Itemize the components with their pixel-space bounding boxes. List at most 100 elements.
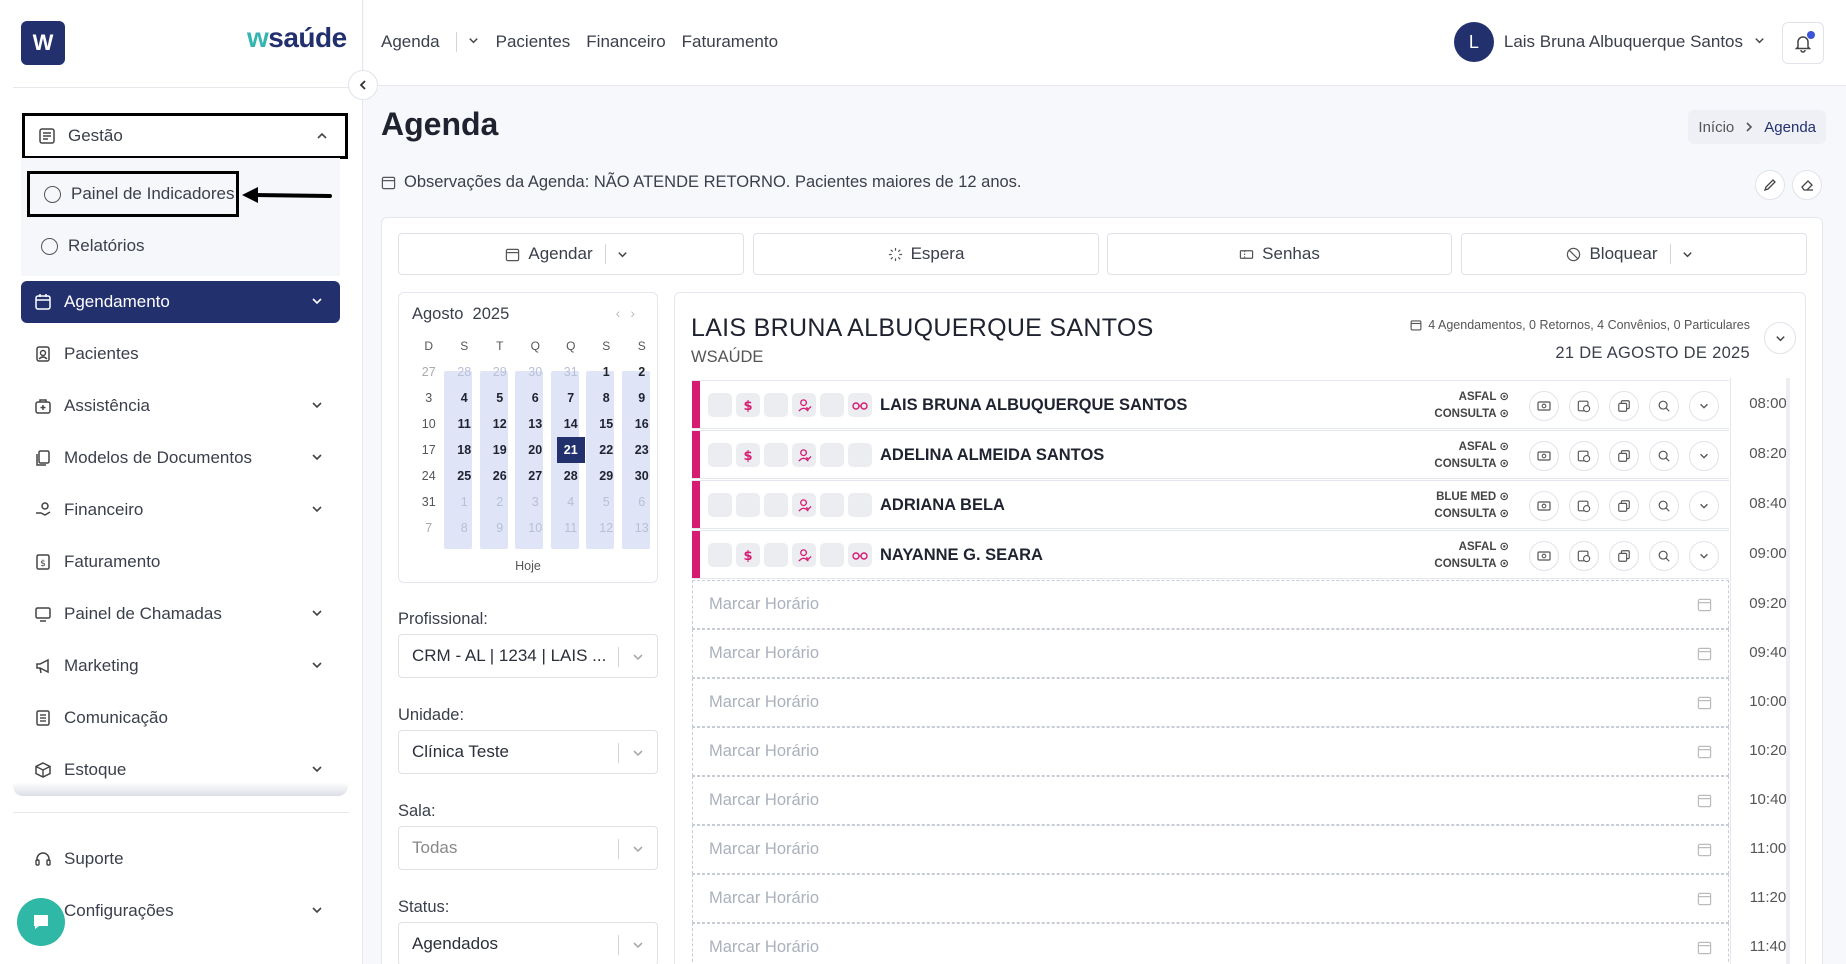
calendar-today-button[interactable]: Hoje	[515, 559, 541, 573]
calendar-day[interactable]: 27	[421, 365, 436, 379]
edit-observation-button[interactable]	[1755, 170, 1785, 200]
calendar-day[interactable]: 1	[602, 365, 610, 379]
calendar-day[interactable]: 11	[564, 521, 578, 535]
sidebar-item-gestao[interactable]: Gestão	[22, 113, 348, 159]
calendar-day[interactable]: 20	[528, 443, 543, 457]
calendar-day[interactable]: 23	[634, 443, 649, 457]
calendar-day[interactable]: 15	[599, 417, 614, 431]
empty-slot[interactable]: Marcar Horário	[692, 874, 1729, 923]
more-options-button[interactable]	[1689, 491, 1719, 521]
top-menu-faturamento[interactable]: Faturamento	[681, 32, 779, 51]
calendar-day[interactable]: 1	[460, 495, 468, 509]
chevron-right-icon[interactable]: ›	[630, 305, 645, 321]
payment-button[interactable]	[1529, 441, 1559, 471]
calendar-day[interactable]: 19	[492, 443, 507, 457]
calendar-day[interactable]: 26	[492, 469, 507, 483]
appointment-row[interactable]: $ ADELINA ALMEIDA SANTOS ASFAL ⊙ CONSULTA ⊙	[692, 430, 1729, 479]
calendar-day[interactable]: 3	[531, 495, 539, 509]
patient-name[interactable]: NAYANNE G. SEARA	[880, 546, 1043, 564]
expand-schedule-button[interactable]	[1764, 322, 1796, 354]
calendar-day[interactable]: 7	[567, 391, 575, 405]
empty-slot[interactable]: Marcar Horário	[692, 825, 1729, 874]
appointment-row[interactable]: ADRIANA BELA BLUE MED ⊙ CONSULTA ⊙	[692, 480, 1729, 529]
search-button[interactable]	[1649, 541, 1679, 571]
search-button[interactable]	[1649, 391, 1679, 421]
user-menu[interactable]: L Lais Bruna Albuquerque Santos	[1453, 22, 1766, 62]
calendar-day[interactable]: 28	[457, 365, 472, 379]
copy-button[interactable]	[1609, 541, 1639, 571]
calendar-day[interactable]: 18	[457, 443, 472, 457]
calendar-day[interactable]: 21	[557, 437, 585, 463]
calendar-day[interactable]: 8	[602, 391, 610, 405]
empty-slot[interactable]: Marcar Horário	[692, 727, 1729, 776]
calendar-day[interactable]: 12	[492, 417, 507, 431]
calendar-day[interactable]: 6	[638, 495, 646, 509]
calendar-day[interactable]: 4	[460, 391, 468, 405]
sidebar-item-configuracoes[interactable]: Configurações	[21, 890, 340, 932]
chevron-down-icon[interactable]	[604, 244, 637, 264]
calendar-day[interactable]: 30	[528, 365, 543, 379]
calendar-day[interactable]: 10	[421, 417, 436, 431]
sidebar-item-marketing[interactable]: Marketing	[21, 645, 340, 687]
sala-select[interactable]: Todas	[398, 826, 658, 870]
chat-support-button[interactable]	[17, 898, 65, 946]
appointment-row[interactable]: $ LAIS BRUNA ALBUQUERQUE SANTOS ASFAL ⊙ CON…	[692, 380, 1729, 429]
submenu-item-painel-indicadores[interactable]: Painel de Indicadores	[27, 171, 239, 217]
sidebar-item-pacientes[interactable]: Pacientes	[21, 333, 340, 375]
reschedule-button[interactable]	[1569, 391, 1599, 421]
sidebar-item-modelos-documentos[interactable]: Modelos de Documentos	[21, 437, 340, 479]
empty-slot[interactable]: Marcar Horário	[692, 580, 1729, 629]
calendar-day[interactable]: 2	[638, 365, 646, 379]
reschedule-button[interactable]	[1569, 491, 1599, 521]
status-select[interactable]: Agendados	[398, 922, 658, 964]
calendar-day[interactable]: 25	[457, 469, 472, 483]
calendar-day[interactable]: 7	[425, 521, 433, 535]
calendar-day[interactable]: 5	[602, 495, 610, 509]
chevron-down-icon[interactable]	[467, 32, 480, 52]
calendar-day[interactable]: 24	[421, 469, 436, 483]
more-options-button[interactable]	[1689, 391, 1719, 421]
more-options-button[interactable]	[1689, 541, 1719, 571]
calendar-day[interactable]: 29	[492, 365, 507, 379]
payment-button[interactable]	[1529, 541, 1559, 571]
calendar-day[interactable]: 31	[563, 365, 578, 379]
breadcrumb-inicio[interactable]: Início	[1698, 118, 1735, 136]
copy-button[interactable]	[1609, 441, 1639, 471]
sidebar-item-faturamento[interactable]: $ Faturamento	[21, 541, 340, 583]
patient-name[interactable]: ADRIANA BELA	[880, 496, 1005, 514]
calendar-day[interactable]: 9	[496, 521, 504, 535]
calendar-day[interactable]: 22	[599, 443, 614, 457]
app-logo[interactable]: W	[21, 21, 65, 65]
sidebar-item-suporte[interactable]: Suporte	[21, 838, 340, 880]
unidade-select[interactable]: Clínica Teste	[398, 730, 658, 774]
empty-slot[interactable]: Marcar Horário	[692, 923, 1729, 964]
payment-button[interactable]	[1529, 491, 1559, 521]
calendar-day[interactable]: 14	[563, 417, 578, 431]
empty-slot[interactable]: Marcar Horário	[692, 629, 1729, 678]
empty-slot[interactable]: Marcar Horário	[692, 776, 1729, 825]
reschedule-button[interactable]	[1569, 541, 1599, 571]
calendar-day[interactable]: 10	[528, 521, 543, 535]
copy-button[interactable]	[1609, 391, 1639, 421]
more-options-button[interactable]	[1689, 441, 1719, 471]
chevron-down-icon[interactable]	[1669, 244, 1702, 264]
clear-observation-button[interactable]	[1792, 170, 1822, 200]
calendar-day[interactable]: 2	[496, 495, 504, 509]
profissional-select[interactable]: CRM - AL | 1234 | LAIS ...	[398, 634, 658, 678]
calendar-day[interactable]: 17	[421, 443, 436, 457]
sidebar-item-assistencia[interactable]: Assistência	[21, 385, 340, 427]
reschedule-button[interactable]	[1569, 441, 1599, 471]
calendar-day[interactable]: 16	[634, 417, 649, 431]
calendar-day[interactable]: 9	[638, 391, 646, 405]
calendar-day[interactable]: 6	[531, 391, 539, 405]
calendar-day[interactable]: 5	[496, 391, 504, 405]
collapse-sidebar-button[interactable]	[348, 70, 378, 100]
search-button[interactable]	[1649, 441, 1679, 471]
search-button[interactable]	[1649, 491, 1679, 521]
calendar-day[interactable]: 30	[634, 469, 649, 483]
chevron-left-icon[interactable]: ‹	[615, 305, 631, 321]
espera-button[interactable]: Espera	[753, 233, 1099, 275]
patient-name[interactable]: LAIS BRUNA ALBUQUERQUE SANTOS	[880, 396, 1188, 414]
patient-name[interactable]: ADELINA ALMEIDA SANTOS	[880, 446, 1105, 464]
sidebar-item-agendamento[interactable]: Agendamento	[21, 281, 340, 323]
